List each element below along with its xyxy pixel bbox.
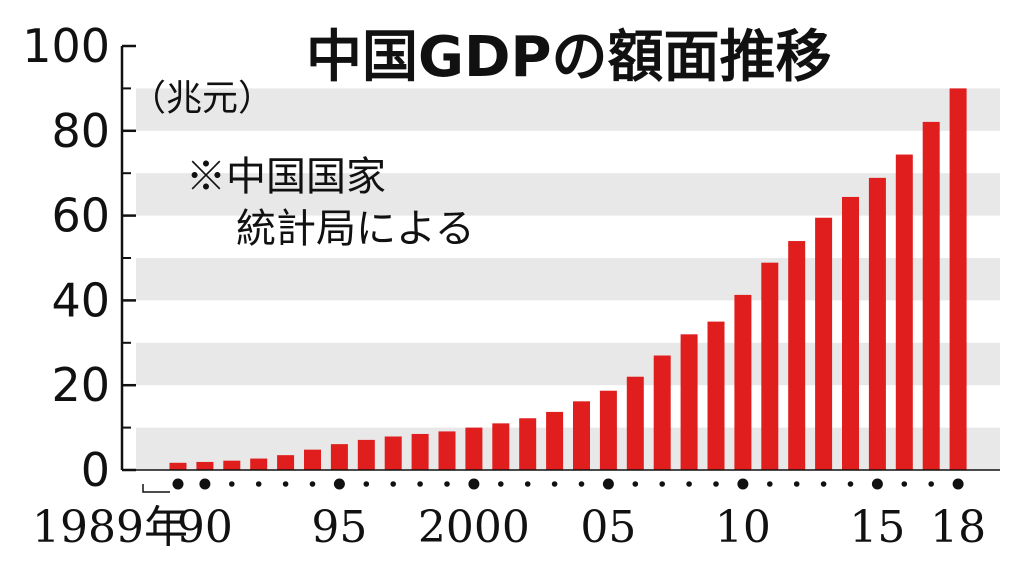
x-tick-label: 1989年 [32, 502, 188, 553]
x-tick-label: 95 [311, 502, 367, 553]
bar-1997 [384, 436, 402, 470]
bar-2017 [922, 121, 940, 471]
bar-2007 [653, 355, 671, 470]
x-minor-marker [928, 481, 934, 487]
bar-1990 [196, 461, 214, 470]
x-tick-label: 90 [177, 502, 233, 553]
x-minor-marker [390, 481, 397, 487]
source-note-line2: 統計局による [236, 206, 475, 252]
x-major-marker [468, 478, 480, 490]
bar-1998 [411, 433, 429, 470]
bar-2009 [707, 321, 725, 470]
x-minor-marker [498, 481, 504, 487]
x-minor-marker [229, 481, 235, 487]
bar-2016 [895, 154, 913, 470]
source-note-line1: ※中国国家 [186, 154, 386, 200]
x-tick-label: 10 [715, 502, 771, 553]
bars [169, 88, 967, 471]
x-major-marker [871, 478, 883, 490]
bar-2004 [573, 401, 590, 470]
x-major-marker [199, 478, 211, 490]
bar-1994 [304, 449, 321, 470]
bar-2003 [546, 411, 564, 470]
x-minor-marker [767, 481, 773, 487]
bar-2010 [734, 294, 752, 470]
bar-2011 [761, 262, 779, 470]
x-tick-label: 05 [580, 502, 636, 553]
y-tick-label: 80 [51, 104, 110, 158]
y-tick-label: 40 [51, 273, 110, 327]
x-minor-marker [578, 481, 585, 487]
x-major-marker [602, 478, 614, 490]
x-minor-marker [363, 481, 370, 487]
x-minor-marker [282, 481, 289, 487]
bar-2012 [788, 241, 806, 470]
y-tick-label: 20 [51, 358, 110, 412]
x-major-marker [952, 478, 964, 490]
y-tick-label: 100 [22, 19, 110, 73]
bar-1999 [438, 431, 456, 470]
y-tick-label: 60 [51, 189, 110, 243]
x-minor-marker [255, 481, 262, 487]
x-minor-marker [901, 481, 908, 487]
x-minor-marker [793, 481, 800, 487]
x-major-marker [333, 478, 345, 490]
bar-2002 [519, 418, 537, 470]
bar-1989 [169, 462, 187, 470]
bar-1992 [250, 458, 268, 470]
x-minor-marker [444, 481, 450, 487]
x-minor-marker [713, 481, 719, 487]
x-minor-marker [632, 481, 639, 487]
bar-2000 [465, 427, 483, 470]
bar-1991 [223, 460, 241, 470]
x-markers [142, 478, 964, 493]
bar-2008 [680, 334, 698, 470]
bar-1995 [330, 444, 348, 470]
y-tick-label: 0 [81, 443, 110, 497]
x-minor-marker [551, 481, 558, 487]
x-tick-label: 15 [849, 502, 905, 553]
bar-2015 [868, 177, 886, 470]
x-tick-label: 18 [930, 502, 986, 553]
bar-2013 [815, 217, 833, 470]
x-minor-marker [659, 481, 665, 487]
background-band [136, 88, 1000, 131]
bar-1993 [277, 455, 295, 470]
x-tick-label: 2000 [418, 502, 530, 553]
chart-title: 中国GDPの額面推移 [306, 25, 832, 90]
x-minor-marker [847, 481, 854, 487]
bar-2001 [492, 423, 510, 470]
x-major-marker [172, 478, 184, 490]
x-axis-stub [142, 484, 170, 493]
x-minor-marker [309, 481, 316, 487]
bar-2005 [599, 390, 617, 470]
x-minor-marker [417, 481, 423, 487]
bar-2006 [626, 376, 644, 470]
bar-1996 [357, 439, 375, 470]
y-unit-label: （兆元） [130, 78, 274, 119]
x-minor-marker [686, 481, 692, 487]
bar-2018 [949, 88, 967, 471]
x-minor-marker [820, 481, 827, 487]
y-ticks: 0 20 40 60 80 100 [22, 19, 136, 497]
bar-2014 [842, 196, 859, 470]
x-minor-marker [524, 481, 531, 487]
x-major-marker [737, 478, 749, 490]
